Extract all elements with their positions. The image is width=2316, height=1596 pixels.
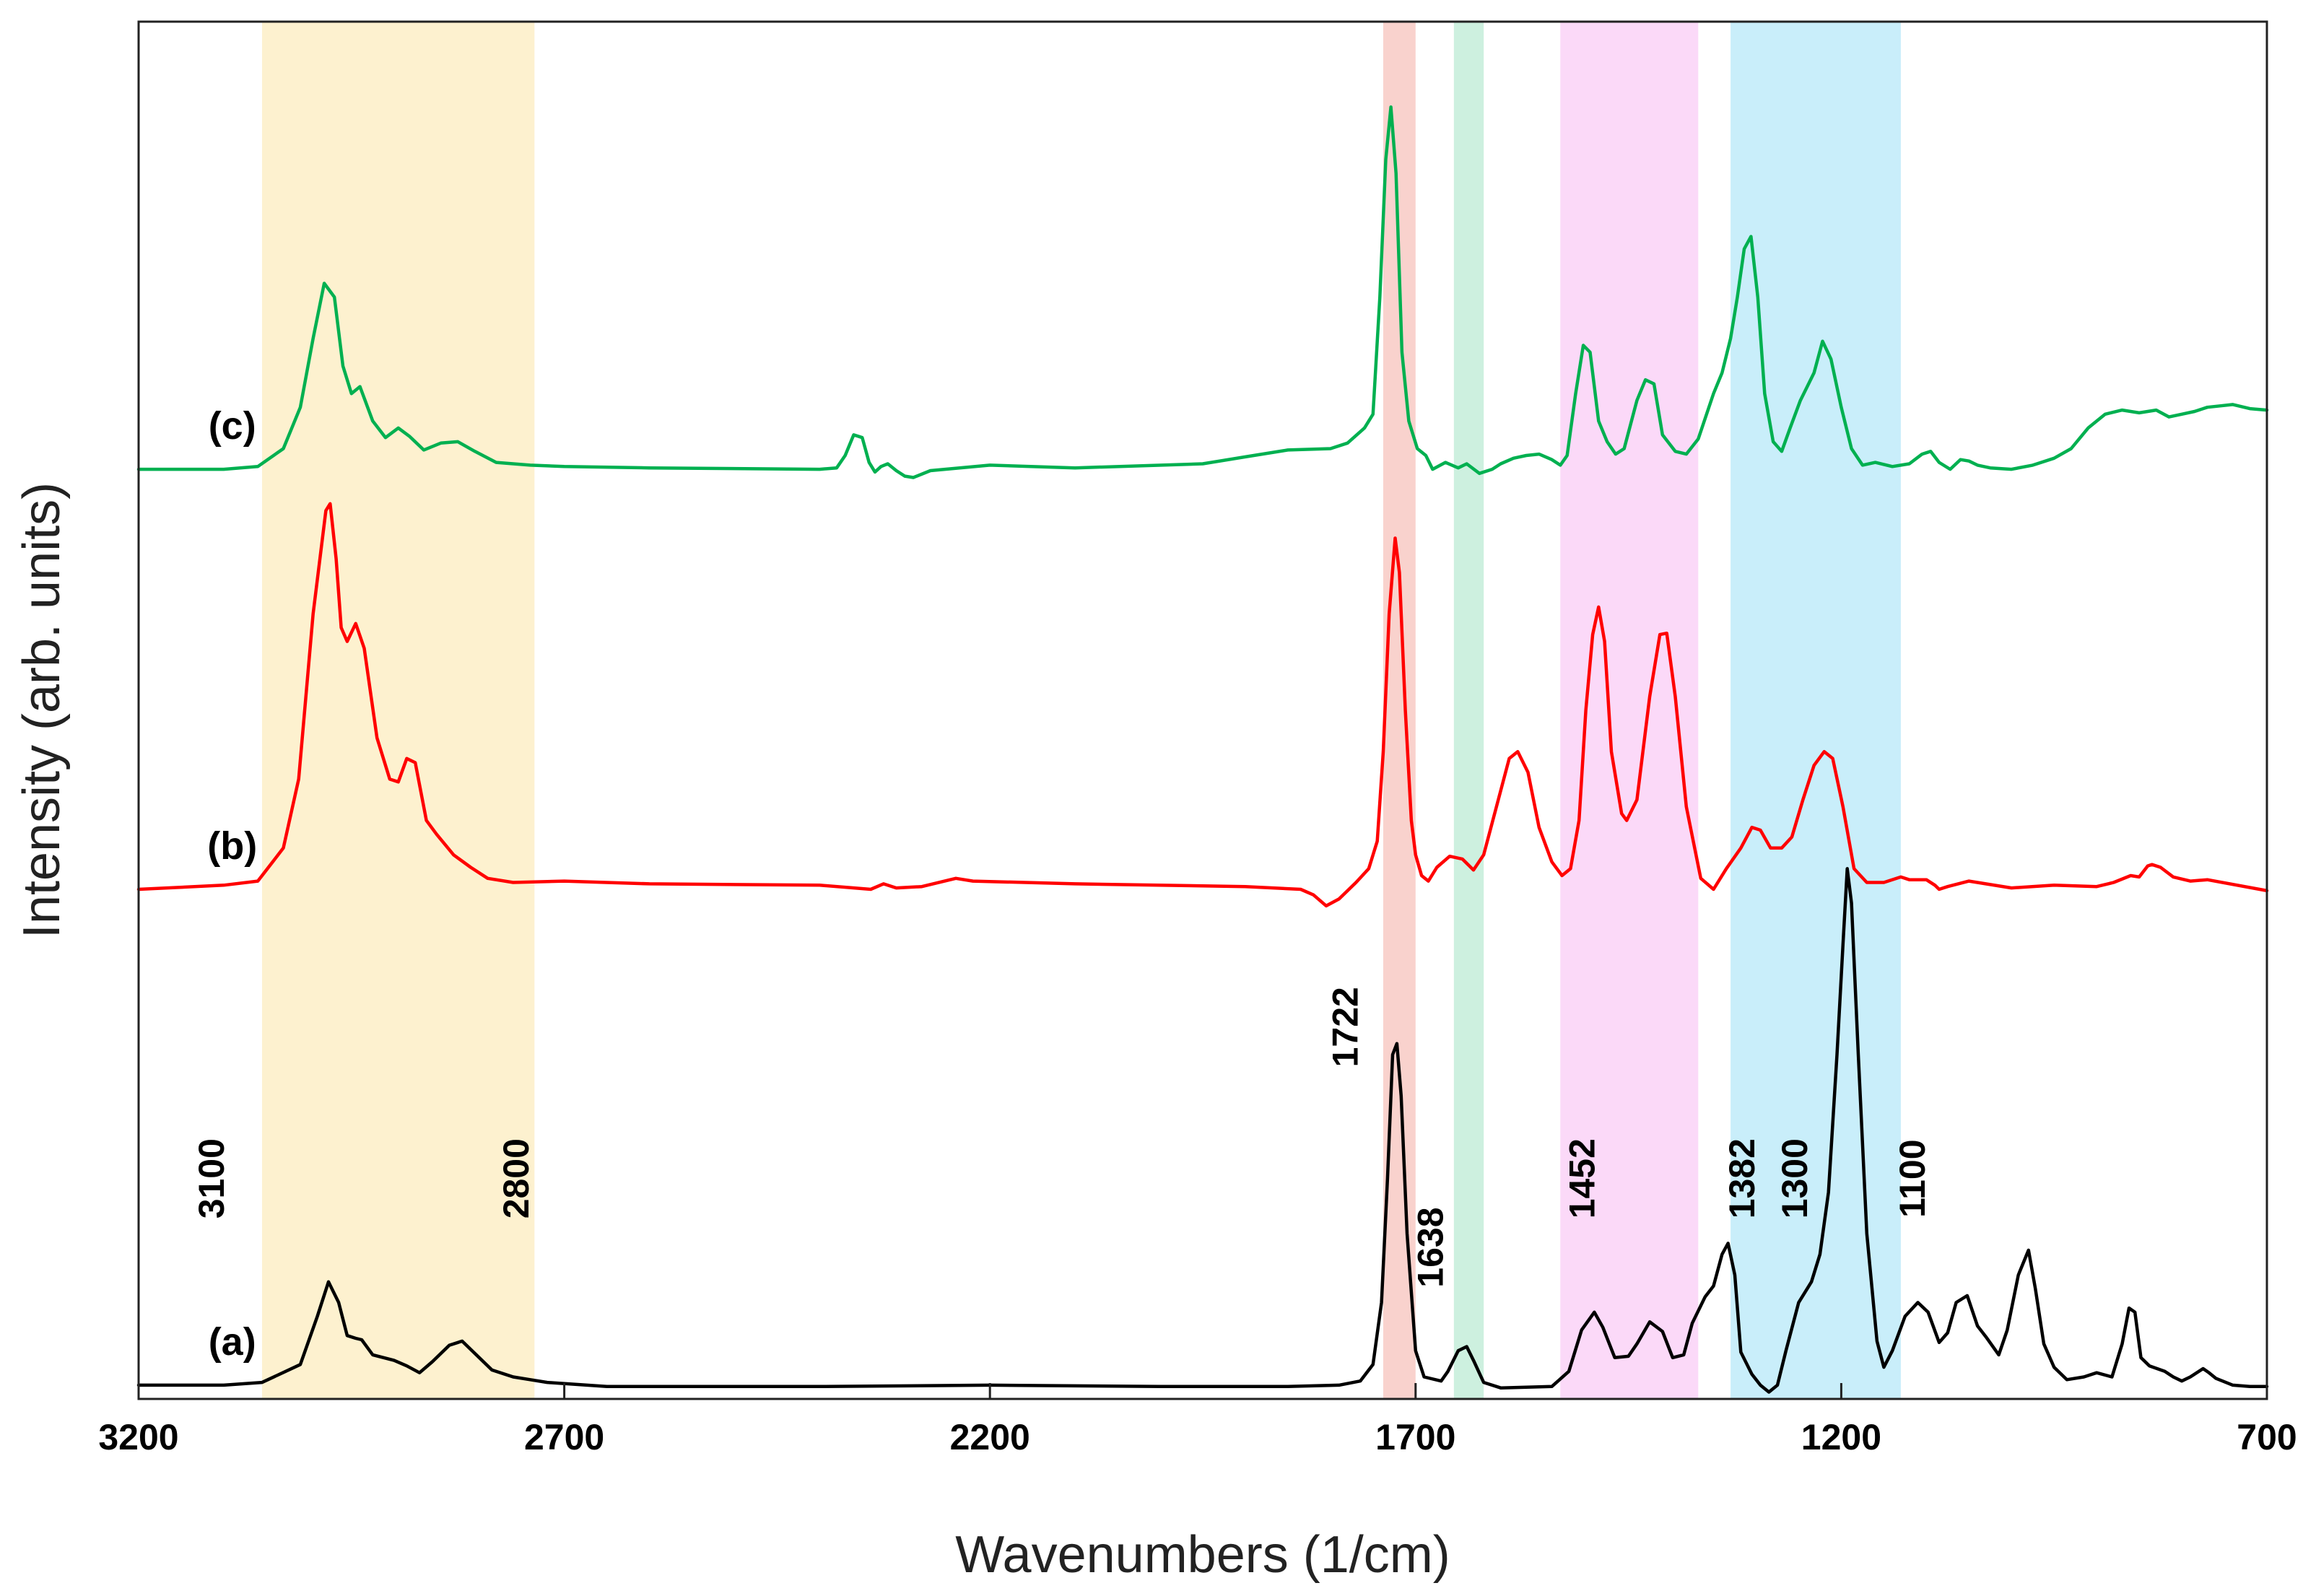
x-tick-label-3: 1700 — [1375, 1417, 1455, 1457]
band-label-4: 1452 — [1562, 1138, 1602, 1218]
x-tick-label-1: 2700 — [524, 1417, 604, 1457]
band-label-6: 1300 — [1775, 1138, 1815, 1218]
highlight-band-4 — [1731, 22, 1901, 1399]
band-label-5: 1382 — [1722, 1138, 1762, 1218]
x-tick-label-2: 2200 — [950, 1417, 1030, 1457]
spectrum-line-0 — [136, 867, 2269, 1394]
x-axis-title: Wavenumbers (1/cm) — [955, 1526, 1450, 1584]
spectra-lines — [136, 105, 2269, 1394]
spectrum-line-1 — [136, 502, 2269, 908]
x-tick-label-5: 700 — [2237, 1417, 2297, 1457]
band-label-1: 2800 — [496, 1138, 536, 1218]
band-label-2: 1722 — [1325, 987, 1366, 1067]
highlight-band-2 — [1453, 22, 1484, 1399]
band-label-7: 1100 — [1892, 1139, 1933, 1217]
x-tick-label-0: 3200 — [98, 1417, 178, 1457]
band-label-3: 1638 — [1411, 1207, 1451, 1287]
highlight-band-0 — [261, 22, 535, 1399]
series-label-0: (a) — [209, 1320, 256, 1364]
x-tick-label-4: 1200 — [1801, 1417, 1881, 1457]
highlight-bands — [261, 22, 1901, 1399]
x-axis-ticks: 3200 2700 2200 1700 1200 700 — [98, 1383, 2297, 1457]
series-labels: (a) (b) (c) — [207, 404, 257, 1364]
y-axis-title: Intensity (arb. units) — [13, 482, 71, 938]
series-label-2: (c) — [209, 404, 256, 448]
band-label-0: 3100 — [191, 1138, 232, 1218]
band-labels: 3100 2800 1722 1638 1452 1382 1300 1100 — [191, 987, 1933, 1288]
spectrum-line-2 — [136, 105, 2269, 479]
series-label-1: (b) — [207, 824, 257, 868]
plot-frame — [137, 20, 2268, 1400]
